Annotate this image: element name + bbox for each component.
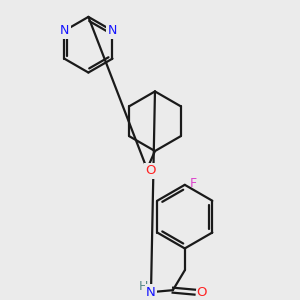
Text: N: N (146, 286, 156, 299)
Text: N: N (60, 24, 69, 37)
Text: O: O (146, 164, 156, 177)
Text: N: N (108, 24, 117, 37)
Text: F: F (190, 177, 197, 190)
Text: O: O (196, 286, 207, 299)
Text: H: H (138, 280, 148, 293)
